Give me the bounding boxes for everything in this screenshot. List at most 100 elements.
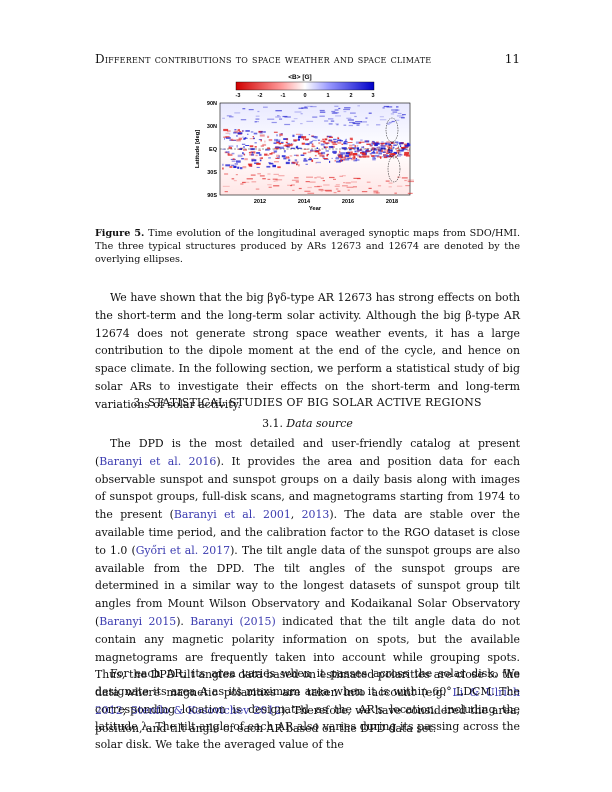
field-patch bbox=[229, 146, 231, 148]
polar-field-patch bbox=[307, 186, 312, 189]
text-run: ). It provides the area and position dat… bbox=[95, 454, 520, 522]
field-patch bbox=[344, 158, 350, 161]
polar-field-patch bbox=[324, 189, 332, 191]
field-patch bbox=[346, 142, 348, 145]
field-patch bbox=[285, 161, 290, 165]
polar-field-patch bbox=[396, 185, 403, 187]
field-patch bbox=[294, 139, 297, 142]
field-patch bbox=[324, 142, 330, 144]
field-patch bbox=[237, 166, 240, 169]
polar-field-patch bbox=[312, 116, 318, 118]
field-patch bbox=[352, 144, 355, 146]
colorbar bbox=[235, 81, 375, 91]
polar-field-patch bbox=[229, 116, 234, 118]
polar-field-patch bbox=[275, 179, 283, 181]
field-patch bbox=[399, 149, 404, 152]
field-patch bbox=[374, 157, 376, 159]
citation-link[interactable]: Baranyi 2015 bbox=[99, 614, 177, 628]
citation-link[interactable]: Stenflo & Kosovichev 2012 bbox=[130, 703, 282, 717]
field-patch bbox=[387, 147, 393, 150]
polar-field-patch bbox=[279, 118, 283, 120]
field-patch bbox=[279, 146, 284, 149]
polar-field-patch bbox=[310, 106, 317, 108]
field-patch bbox=[396, 142, 399, 144]
field-patch bbox=[311, 143, 314, 146]
field-patch bbox=[276, 157, 280, 159]
polar-field-patch bbox=[309, 181, 316, 183]
polar-field-patch bbox=[267, 118, 275, 120]
field-patch bbox=[383, 149, 387, 152]
polar-field-patch bbox=[353, 122, 361, 125]
field-patch bbox=[372, 156, 375, 159]
caption-label: Figure 5. bbox=[95, 228, 145, 239]
field-patch bbox=[267, 135, 270, 138]
citation-link[interactable]: 2013 bbox=[301, 508, 330, 522]
citation-link[interactable]: Baranyi et al. 2001 bbox=[173, 508, 291, 522]
y-tick: 30N bbox=[207, 124, 217, 130]
field-patch bbox=[334, 160, 336, 162]
field-patch bbox=[239, 148, 242, 150]
field-patch bbox=[380, 143, 384, 146]
field-patch bbox=[311, 141, 313, 142]
polar-field-patch bbox=[256, 121, 259, 123]
field-patch bbox=[343, 141, 348, 143]
polar-field-patch bbox=[388, 121, 393, 123]
field-patch bbox=[273, 131, 278, 133]
field-patch bbox=[305, 163, 308, 165]
field-patch bbox=[308, 143, 310, 145]
field-patch bbox=[380, 145, 386, 147]
polar-field-patch bbox=[307, 192, 315, 194]
field-patch bbox=[251, 154, 255, 156]
citation-link[interactable]: Baranyi (2015) bbox=[190, 614, 276, 628]
citation-link[interactable]: Baranyi et al. 2016 bbox=[99, 454, 217, 468]
field-patch bbox=[258, 139, 262, 141]
polar-field-patch bbox=[307, 105, 313, 107]
field-patch bbox=[366, 155, 370, 158]
polar-field-patch bbox=[344, 107, 351, 109]
ellipse-structure bbox=[387, 155, 401, 183]
field-patch bbox=[343, 147, 347, 150]
field-patch bbox=[359, 141, 365, 143]
polar-field-patch bbox=[328, 123, 333, 125]
field-patch bbox=[370, 149, 373, 151]
field-patch bbox=[376, 146, 379, 148]
polar-field-patch bbox=[246, 178, 253, 180]
field-patch bbox=[308, 158, 312, 161]
field-patch bbox=[244, 158, 248, 161]
field-patch bbox=[388, 155, 393, 158]
field-patch bbox=[245, 145, 250, 146]
field-patch bbox=[383, 154, 387, 156]
polar-field-patch bbox=[343, 111, 347, 113]
field-patch bbox=[236, 160, 241, 163]
polar-field-patch bbox=[255, 115, 260, 117]
field-patch bbox=[267, 147, 270, 150]
polar-field-patch bbox=[319, 109, 325, 112]
polar-field-patch bbox=[391, 109, 398, 111]
field-patch bbox=[352, 155, 355, 157]
colorbar-title: <B> [G] bbox=[288, 74, 311, 81]
field-patch bbox=[267, 154, 270, 156]
citation-link[interactable]: Li & Ulrich 2012 bbox=[95, 686, 520, 717]
citation-link[interactable]: Győri et al. 2017 bbox=[135, 543, 231, 557]
field-patch bbox=[253, 132, 258, 135]
field-patch bbox=[275, 139, 281, 142]
polar-field-patch bbox=[234, 112, 241, 114]
polar-field-patch bbox=[373, 192, 379, 194]
polar-field-patch bbox=[255, 188, 260, 190]
polar-field-patch bbox=[325, 190, 332, 192]
field-patch bbox=[404, 151, 409, 155]
field-patch bbox=[326, 154, 328, 157]
field-patch bbox=[242, 130, 245, 132]
polar-field-patch bbox=[382, 107, 385, 109]
polar-field-patch bbox=[291, 184, 295, 186]
magnetic-field-bands bbox=[222, 105, 414, 194]
polar-field-patch bbox=[379, 116, 384, 118]
field-patch bbox=[255, 154, 258, 157]
running-title: Different contributions to space weather… bbox=[95, 52, 432, 66]
polar-field-patch bbox=[306, 176, 313, 178]
polar-field-patch bbox=[396, 115, 404, 117]
text-run: indicated that the tilt angle data do no… bbox=[95, 614, 520, 700]
polar-field-patch bbox=[287, 184, 292, 186]
field-patch bbox=[343, 142, 347, 145]
field-patch bbox=[301, 136, 307, 139]
